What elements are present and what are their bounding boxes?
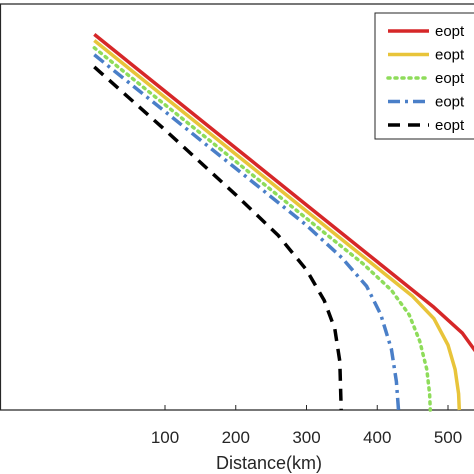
legend-label-1: eopt [435, 23, 465, 40]
series-lines [92, 33, 474, 412]
legend-label-3: eopt [435, 70, 465, 87]
series-line-5 [93, 65, 343, 411]
series-line-1 [93, 33, 474, 353]
x-axis-label: Distance(km) [216, 453, 322, 473]
x-tick-label: 200 [222, 428, 250, 447]
series-line-2 [93, 39, 462, 411]
x-tick-label: 100 [151, 428, 179, 447]
x-axis-ticks: 100200300400500600 [151, 405, 462, 447]
x-tick-label: 300 [292, 428, 320, 447]
legend-label-4: eopt [435, 94, 465, 111]
legend-label-2: eopt [435, 47, 465, 64]
axes [0, 3, 474, 411]
series-line-4 [93, 53, 401, 411]
legend-label-5: eopt [435, 117, 465, 134]
x-tick-label: 500 [434, 428, 462, 447]
legend-box [374, 12, 474, 140]
series-line-3 [92, 46, 433, 412]
legend: eopt eopt eopt eopt eopt [374, 12, 474, 140]
x-tick-label: 400 [363, 428, 391, 447]
